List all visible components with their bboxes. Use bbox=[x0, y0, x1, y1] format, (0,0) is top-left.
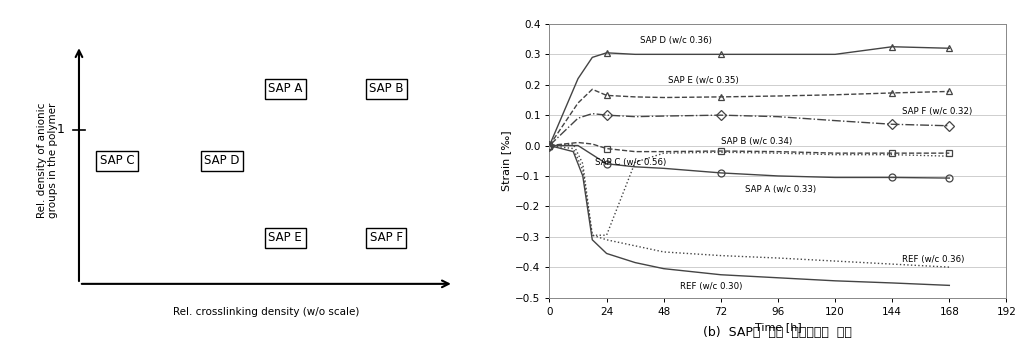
Text: SAP D: SAP D bbox=[204, 154, 240, 167]
Y-axis label: Strain [‰]: Strain [‰] bbox=[501, 130, 511, 191]
Text: REF (w/c 0.30): REF (w/c 0.30) bbox=[680, 282, 743, 291]
Text: 1: 1 bbox=[56, 123, 65, 136]
Text: REF (w/c 0.36): REF (w/c 0.36) bbox=[902, 255, 964, 264]
Text: SAP B (w/c 0.34): SAP B (w/c 0.34) bbox=[721, 137, 792, 146]
Text: SAP F (w/c 0.32): SAP F (w/c 0.32) bbox=[902, 107, 972, 116]
Text: SAP C (w/c 0.56): SAP C (w/c 0.56) bbox=[595, 158, 665, 167]
Text: SAP A: SAP A bbox=[268, 82, 303, 95]
Text: Rel. density of anionic
groups in the polymer: Rel. density of anionic groups in the po… bbox=[37, 103, 59, 219]
Text: SAP B: SAP B bbox=[369, 82, 404, 95]
Text: SAP D (w/c 0.36): SAP D (w/c 0.36) bbox=[640, 36, 712, 45]
Text: SAP F: SAP F bbox=[370, 231, 403, 244]
Text: SAP C: SAP C bbox=[100, 154, 135, 167]
Text: SAP E (w/c 0.35): SAP E (w/c 0.35) bbox=[669, 76, 739, 85]
Text: SAP E: SAP E bbox=[268, 231, 302, 244]
Text: Rel. crosslinking density (w/o scale): Rel. crosslinking density (w/o scale) bbox=[174, 307, 359, 317]
Text: SAP A (w/c 0.33): SAP A (w/c 0.33) bbox=[745, 185, 815, 194]
Text: (b)  SAP에  따른  자기수축의  변화: (b) SAP에 따른 자기수축의 변화 bbox=[703, 326, 851, 339]
X-axis label: Time [h]: Time [h] bbox=[755, 322, 801, 332]
